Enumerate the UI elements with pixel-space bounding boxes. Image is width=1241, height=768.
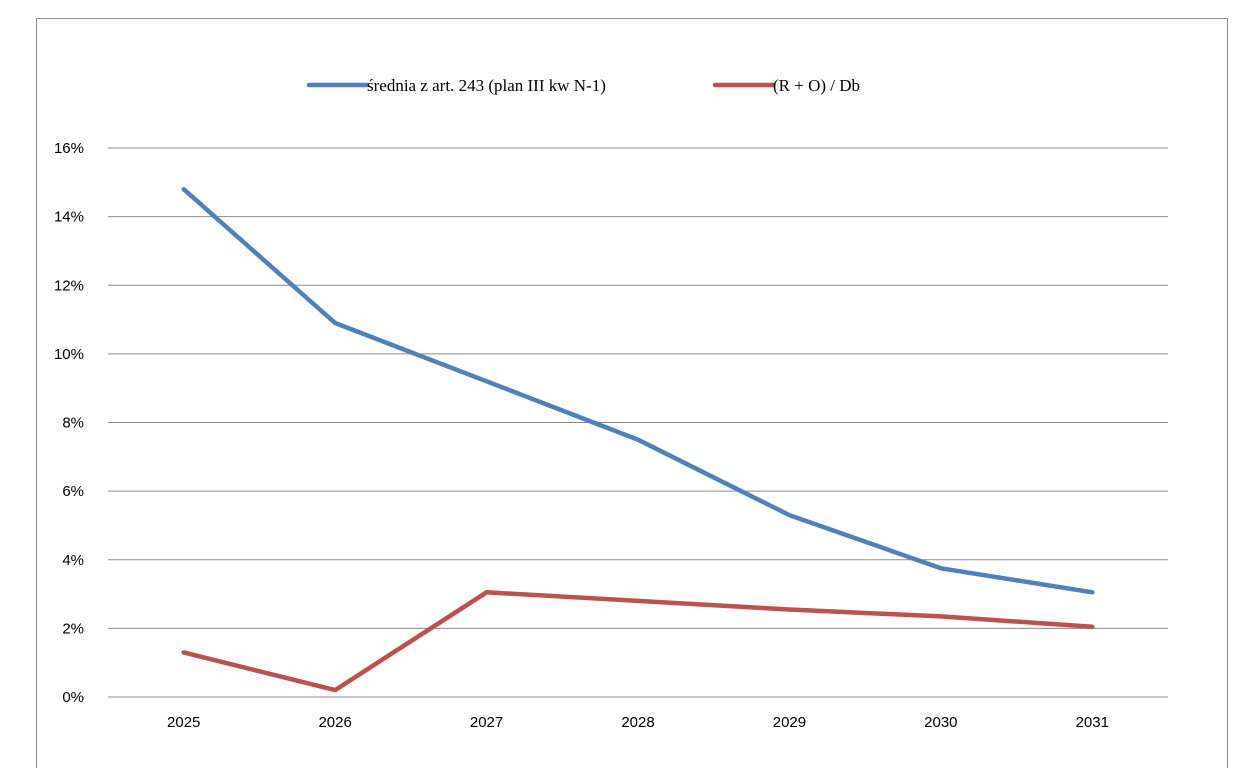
- y-tick-label: 6%: [62, 483, 84, 500]
- x-tick-label: 2025: [167, 714, 200, 731]
- x-tick-label: 2028: [621, 714, 654, 731]
- legend: średnia z art. 243 (plan III kw N-1) (R +…: [306, 76, 860, 95]
- y-tick-label: 14%: [54, 209, 84, 226]
- x-tick-label: 2030: [924, 714, 957, 731]
- y-tick-label: 0%: [62, 689, 84, 706]
- series-line-2: [181, 590, 1095, 693]
- x-axis-ticks: 2025 2026 2027 2028 2029 2030 2031: [167, 714, 1109, 731]
- legend-label: średnia z art. 243 (plan III kw N-1): [367, 76, 606, 95]
- y-tick-label: 12%: [54, 277, 84, 294]
- x-tick-label: 2029: [773, 714, 806, 731]
- y-tick-label: 8%: [62, 415, 84, 432]
- series-line-1: [181, 186, 1095, 595]
- legend-label: (R + O) / Db: [773, 76, 860, 95]
- gridlines: [108, 147, 1168, 698]
- y-tick-label: 16%: [54, 140, 84, 157]
- chart-frame: [36, 18, 1228, 768]
- y-tick-label: 10%: [54, 346, 84, 363]
- x-tick-label: 2027: [470, 714, 503, 731]
- series-lines: [181, 186, 1095, 693]
- y-axis-ticks: 0% 2% 4% 6% 8% 10% 12% 14% 16%: [54, 140, 84, 706]
- x-tick-label: 2031: [1076, 714, 1109, 731]
- x-tick-label: 2026: [318, 714, 351, 731]
- y-tick-label: 2%: [62, 620, 84, 637]
- y-tick-label: 4%: [62, 552, 84, 569]
